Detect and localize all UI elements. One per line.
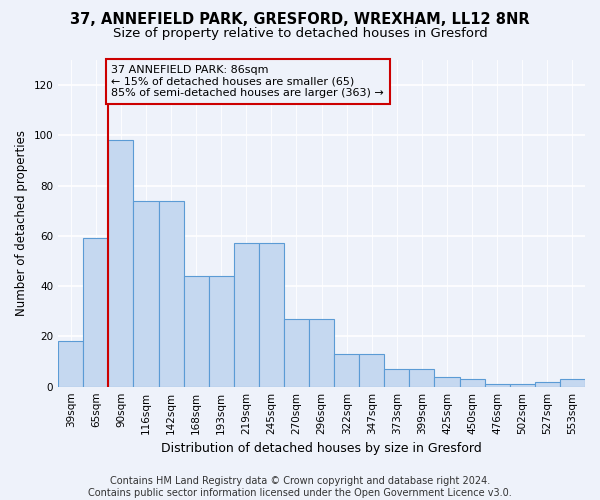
- Bar: [434, 376, 460, 386]
- Bar: [209, 276, 234, 386]
- Bar: [184, 276, 209, 386]
- Bar: [485, 384, 510, 386]
- Bar: [510, 384, 535, 386]
- Bar: [385, 369, 409, 386]
- Bar: [409, 369, 434, 386]
- Bar: [133, 200, 158, 386]
- Text: 37, ANNEFIELD PARK, GRESFORD, WREXHAM, LL12 8NR: 37, ANNEFIELD PARK, GRESFORD, WREXHAM, L…: [70, 12, 530, 28]
- X-axis label: Distribution of detached houses by size in Gresford: Distribution of detached houses by size …: [161, 442, 482, 455]
- Bar: [58, 342, 83, 386]
- Bar: [309, 319, 334, 386]
- Bar: [535, 382, 560, 386]
- Bar: [259, 244, 284, 386]
- Text: 37 ANNEFIELD PARK: 86sqm
← 15% of detached houses are smaller (65)
85% of semi-d: 37 ANNEFIELD PARK: 86sqm ← 15% of detach…: [112, 65, 384, 98]
- Y-axis label: Number of detached properties: Number of detached properties: [15, 130, 28, 316]
- Bar: [158, 200, 184, 386]
- Text: Contains HM Land Registry data © Crown copyright and database right 2024.
Contai: Contains HM Land Registry data © Crown c…: [88, 476, 512, 498]
- Text: Size of property relative to detached houses in Gresford: Size of property relative to detached ho…: [113, 28, 487, 40]
- Bar: [83, 238, 109, 386]
- Bar: [359, 354, 385, 386]
- Bar: [234, 244, 259, 386]
- Bar: [460, 379, 485, 386]
- Bar: [284, 319, 309, 386]
- Bar: [560, 379, 585, 386]
- Bar: [334, 354, 359, 386]
- Bar: [109, 140, 133, 386]
